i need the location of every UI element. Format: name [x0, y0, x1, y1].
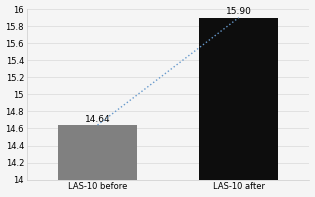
Text: 14.64: 14.64 [85, 115, 110, 124]
Text: 15.90: 15.90 [226, 7, 252, 16]
Bar [199, 18, 278, 197]
Bar [58, 125, 137, 197]
